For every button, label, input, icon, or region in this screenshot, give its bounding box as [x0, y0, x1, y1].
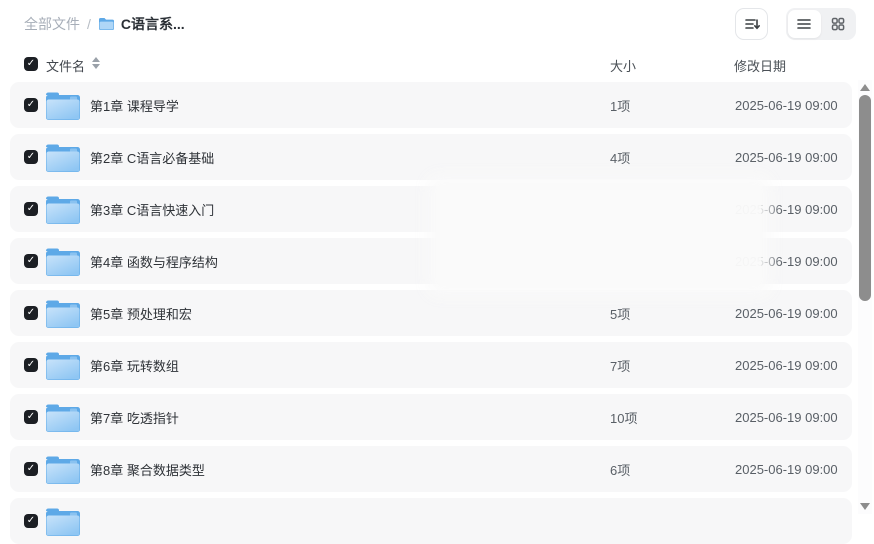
column-header-size: 大小: [610, 59, 637, 74]
table-row[interactable]: [10, 498, 852, 544]
file-modified-date: 2025-06-19 09:00: [735, 357, 838, 373]
file-size: 7项: [610, 358, 631, 374]
row-checkbox[interactable]: [24, 358, 38, 372]
table-row[interactable]: 第5章 预处理和宏 5项 2025-06-19 09:00: [10, 290, 852, 336]
folder-icon: [46, 144, 80, 172]
folder-icon: [46, 92, 80, 120]
folder-icon: [46, 196, 80, 224]
row-checkbox[interactable]: [24, 254, 38, 268]
folder-icon: [46, 508, 80, 536]
file-name: 第1章 课程导学: [90, 98, 179, 114]
select-all-checkbox[interactable]: [24, 57, 38, 71]
file-name: 第6章 玩转数组: [90, 358, 179, 374]
file-size: 10项: [610, 410, 638, 426]
file-modified-date: 2025-06-19 09:00: [735, 149, 838, 165]
file-size: 1项: [610, 98, 631, 114]
table-row[interactable]: 第8章 聚合数据类型 6项 2025-06-19 09:00: [10, 446, 852, 492]
row-checkbox[interactable]: [24, 98, 38, 112]
list-view-icon: [797, 19, 812, 29]
file-manager-window: 全部文件 / C语言系...: [0, 0, 874, 514]
file-name: 第5章 预处理和宏: [90, 306, 192, 322]
file-name: 第4章 函数与程序结构: [90, 254, 218, 270]
file-modified-date: 2025-06-19 09:00: [735, 409, 838, 425]
breadcrumb-current-label[interactable]: C语言系...: [120, 16, 185, 32]
folder-icon: [46, 248, 80, 276]
sort-descending-icon: [744, 19, 760, 30]
row-checkbox[interactable]: [24, 150, 38, 164]
file-list: 第1章 课程导学 1项 2025-06-19 09:00 第2章 C语言必备基础: [10, 82, 852, 544]
column-header-modified: 修改日期: [734, 59, 787, 74]
breadcrumb: 全部文件 / C语言系...: [24, 14, 185, 34]
scrollbar-thumb[interactable]: [859, 95, 871, 301]
sort-desc-icon: [92, 64, 100, 69]
row-checkbox[interactable]: [24, 202, 38, 216]
file-modified-date: 2025-06-19 09:00: [735, 253, 838, 269]
view-controls: [735, 8, 856, 40]
folder-icon: [98, 18, 114, 30]
file-size: 5项: [610, 306, 631, 322]
table-header: 文件名 大小 修改日期: [0, 52, 874, 76]
folder-icon: [46, 404, 80, 432]
folder-icon: [46, 300, 80, 328]
row-checkbox[interactable]: [24, 462, 38, 476]
table-row[interactable]: 第7章 吃透指针 10项 2025-06-19 09:00: [10, 394, 852, 440]
breadcrumb-separator: /: [87, 16, 91, 32]
file-modified-date: 2025-06-19 09:00: [735, 461, 838, 477]
table-row[interactable]: 第3章 C语言快速入门 2025-06-19 09:00: [10, 186, 852, 232]
table-row[interactable]: 第2章 C语言必备基础 4项 2025-06-19 09:00: [10, 134, 852, 180]
column-header-name[interactable]: 文件名: [46, 59, 86, 74]
file-modified-date: 2025-06-19 09:00: [735, 97, 838, 113]
scroll-down-arrow-icon[interactable]: [860, 503, 870, 510]
file-size: 4项: [610, 150, 631, 166]
scroll-up-arrow-icon[interactable]: [860, 84, 870, 91]
table-row[interactable]: 第4章 函数与程序结构 2025-06-19 09:00: [10, 238, 852, 284]
breadcrumb-current: C语言系...: [98, 14, 185, 34]
table-row[interactable]: 第1章 课程导学 1项 2025-06-19 09:00: [10, 82, 852, 128]
grid-view-icon: [831, 17, 845, 31]
row-checkbox[interactable]: [24, 514, 38, 528]
name-sort-toggle[interactable]: [92, 57, 100, 69]
breadcrumb-root-link[interactable]: 全部文件: [24, 16, 80, 32]
view-mode-segmented-control: [786, 8, 856, 40]
sort-button[interactable]: [735, 8, 768, 40]
file-name: 第2章 C语言必备基础: [90, 150, 215, 166]
row-checkbox[interactable]: [24, 410, 38, 424]
folder-icon: [46, 352, 80, 380]
sort-asc-icon: [92, 57, 100, 62]
list-view-button[interactable]: [788, 10, 821, 38]
scrollbar: [858, 80, 872, 514]
file-modified-date: 2025-06-19 09:00: [735, 201, 838, 217]
file-name: 第3章 C语言快速入门: [90, 202, 215, 218]
table-row[interactable]: 第6章 玩转数组 7项 2025-06-19 09:00: [10, 342, 852, 388]
row-checkbox[interactable]: [24, 306, 38, 320]
file-name: 第7章 吃透指针: [90, 410, 179, 426]
file-modified-date: 2025-06-19 09:00: [735, 305, 838, 321]
grid-view-button[interactable]: [822, 10, 855, 38]
folder-icon: [46, 456, 80, 484]
file-name: 第8章 聚合数据类型: [90, 462, 205, 478]
file-size: 6项: [610, 462, 631, 478]
